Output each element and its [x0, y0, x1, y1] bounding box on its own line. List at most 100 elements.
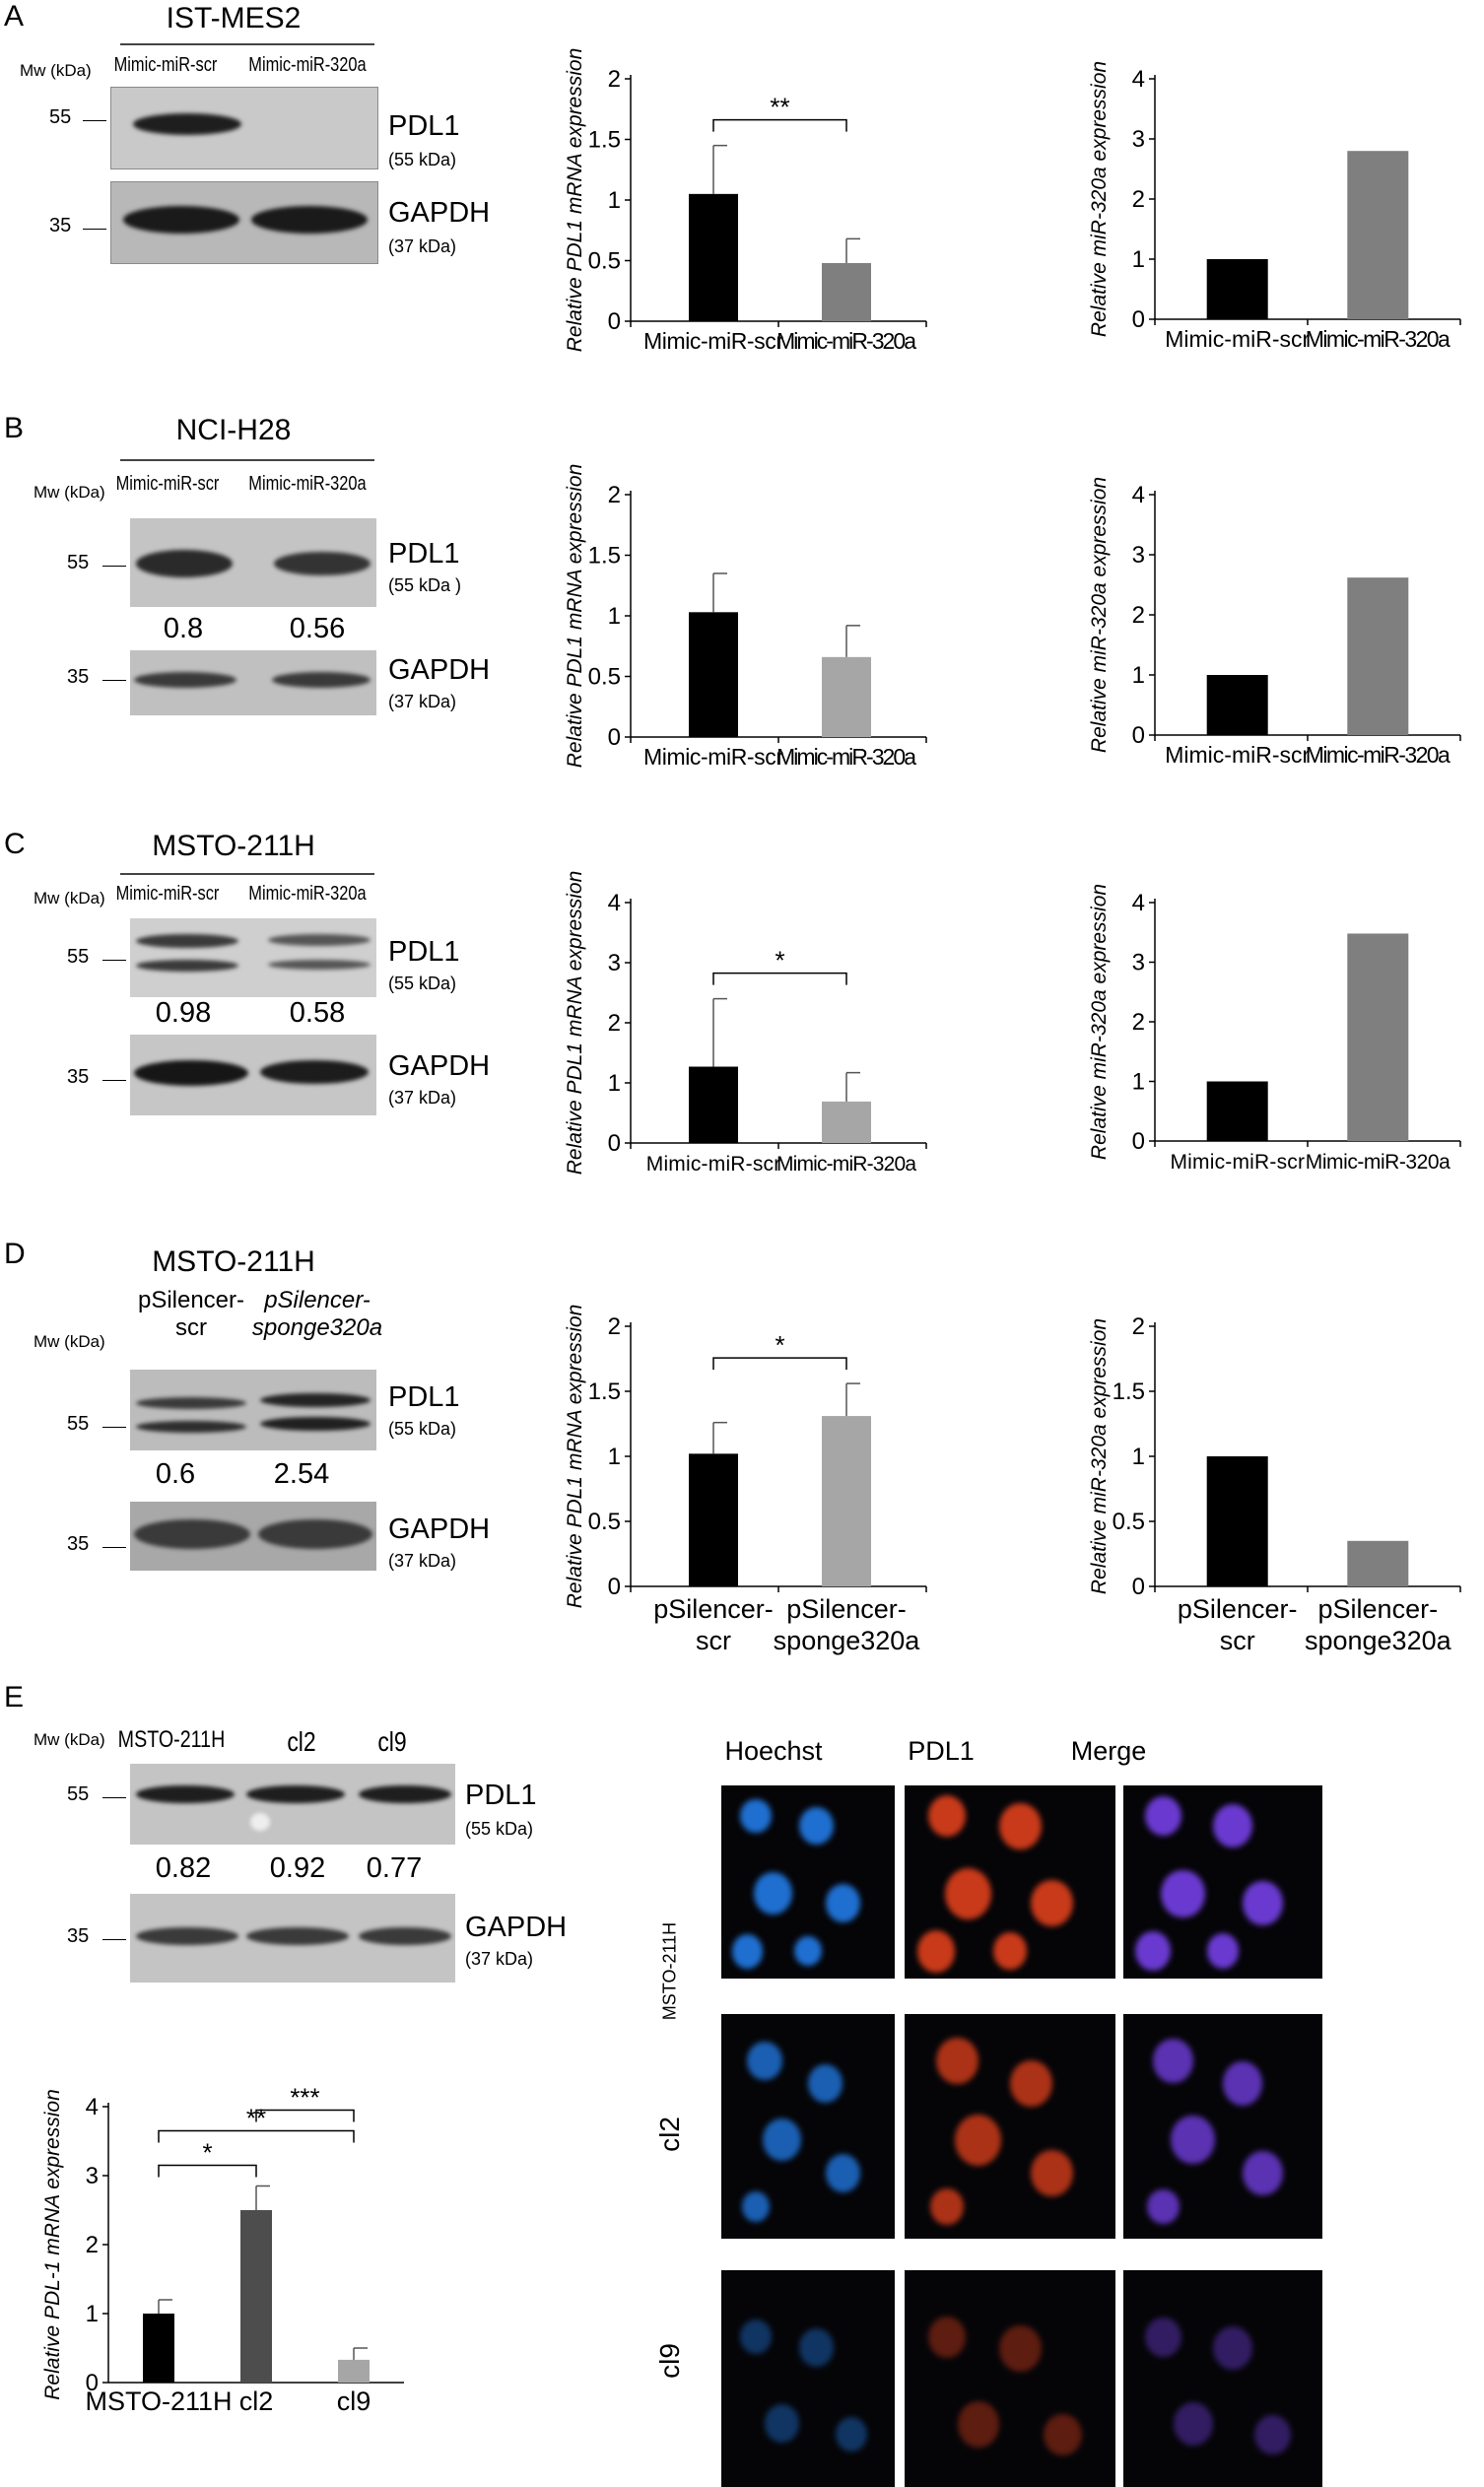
protein-band	[246, 1785, 345, 1803]
western-blot-gapdh	[130, 1502, 376, 1571]
lane-label-line: pSilencer-	[137, 1287, 245, 1313]
y-axis-title: Relative PDL1 mRNA expression	[564, 871, 586, 1176]
micro-row-label: cl9	[654, 2343, 685, 2379]
bar	[822, 262, 871, 321]
lane-label-line: sponge320a	[251, 1314, 383, 1341]
cell-nucleus	[1031, 2150, 1074, 2197]
band-quantification: 0.6	[155, 1458, 196, 1490]
cell-nucleus	[992, 1932, 1028, 1971]
panel-label-a: A	[4, 0, 25, 33]
y-tick-label: 2	[608, 482, 621, 508]
y-axis-title: Relative PDL1 mRNA expression	[564, 464, 586, 769]
band-name: PDL1	[388, 1381, 460, 1413]
band-quantification: 0.92	[269, 1852, 326, 1884]
cell-nucleus	[799, 2328, 835, 2368]
y-tick-label: 2	[1132, 602, 1145, 629]
cell-nucleus	[765, 2404, 800, 2444]
lane-label-line: scr	[175, 1314, 207, 1341]
x-tick-label: scr	[696, 1626, 731, 1655]
mw-tick	[83, 120, 106, 121]
y-tick-label: 3	[608, 950, 621, 976]
y-axis-title: Relative PDL-1 mRNA expression	[41, 2089, 64, 2400]
protein-band	[246, 1927, 349, 1945]
cell-nucleus	[916, 1930, 956, 1973]
lane-label: Mimic-miR-320a	[248, 473, 367, 495]
band-name: GAPDH	[465, 1912, 568, 1943]
cell-line-underline	[120, 873, 374, 875]
western-blot-pdl1	[110, 87, 378, 169]
mw-marker: 35	[67, 1533, 90, 1555]
cell-nucleus	[1145, 1796, 1181, 1837]
hoechst-image	[721, 1785, 895, 1979]
y-tick-label: 1	[1132, 662, 1145, 689]
x-tick-label: Mimic-miR-320a	[1306, 1151, 1450, 1174]
lane-label: pSilencer- scr	[122, 1287, 260, 1342]
x-tick-label: cl2	[239, 2386, 274, 2416]
y-tick-label: 3	[1132, 950, 1145, 976]
mw-marker: 55	[67, 946, 90, 968]
panel-label-b: B	[4, 412, 25, 444]
y-tick-label: 1	[608, 603, 621, 630]
protein-band	[136, 1397, 246, 1409]
y-axis-title: Relative miR-320a expression	[1088, 61, 1111, 337]
y-tick-label: 1.5	[588, 543, 621, 570]
cell-nucleus	[740, 1798, 773, 1834]
cell-nucleus	[825, 1884, 860, 1922]
cell-nucleus	[1010, 2060, 1052, 2108]
band-kda: (55 kDa )	[388, 575, 462, 595]
cell-nucleus	[763, 2118, 801, 2161]
x-tick-label: Mimic-miR-scr	[1165, 326, 1310, 352]
bar	[1206, 1456, 1268, 1586]
mw-marker: 55	[67, 552, 90, 573]
panel-label-d: D	[4, 1238, 26, 1270]
x-tick-label: MSTO-211H	[85, 2386, 232, 2416]
western-blot-pdl1	[130, 1370, 376, 1450]
bar-chart-pdl1-mrna: 0 0.5 1 1.5 2 Relative PDL1 mRNA expression Mi…	[564, 48, 927, 354]
protein-band	[136, 934, 238, 948]
y-tick-label: 0	[1132, 722, 1145, 749]
bar	[338, 2359, 370, 2383]
band-name: GAPDH	[388, 197, 491, 229]
y-axis-title: Relative PDL1 mRNA expression	[564, 1305, 586, 1609]
lane-label: MSTO-211H	[117, 1726, 226, 1753]
y-tick-label: 0	[1132, 1574, 1145, 1600]
x-tick-label: cl9	[337, 2386, 371, 2416]
cell-nucleus	[825, 2154, 860, 2192]
protein-band	[134, 1519, 250, 1549]
y-tick-label: 2	[1132, 1009, 1145, 1036]
band-name: PDL1	[388, 110, 460, 142]
y-tick-label: 0	[86, 2370, 99, 2396]
bar-chart-mir320a: 0 1 2 3 4 Relative miR-320a expression Mimic-m…	[1088, 477, 1461, 768]
protein-band	[136, 1785, 235, 1803]
protein-band	[136, 960, 238, 972]
protein-band	[359, 1785, 451, 1803]
cell-nucleus	[955, 2114, 1002, 2166]
micro-column-header: Merge	[1070, 1736, 1147, 1766]
y-tick-label: 3	[1132, 126, 1145, 153]
cell-nucleus	[731, 1933, 764, 1969]
protein-band	[272, 672, 371, 688]
mw-tick	[102, 1797, 126, 1798]
cell-nucleus	[1212, 2325, 1253, 2371]
cell-nucleus	[927, 2316, 967, 2359]
mw-marker: 35	[67, 666, 90, 688]
y-tick-label: 3	[1132, 542, 1145, 569]
x-tick-label: scr	[1220, 1626, 1255, 1655]
significance-bracket	[712, 118, 847, 132]
cell-nucleus	[1044, 2413, 1082, 2456]
cell-nucleus	[1135, 1931, 1172, 1972]
cell-nucleus	[1161, 1869, 1205, 1918]
mw-tick	[102, 1547, 126, 1548]
band-kda: (37 kDa)	[388, 692, 457, 711]
cell-nucleus	[799, 1806, 835, 1846]
mw-label: Mw (kDa)	[20, 61, 92, 80]
cell-line-underline	[120, 459, 374, 461]
y-tick-label: 0.5	[588, 248, 621, 275]
y-tick-label: 4	[1132, 66, 1145, 93]
lane-label: Mimic-miR-scr	[113, 54, 218, 76]
x-tick-label: Mimic-miR-320a	[1306, 742, 1450, 768]
lane-label: Mimic-miR-320a	[248, 54, 367, 76]
mw-marker: 35	[67, 1925, 90, 1947]
protein-band	[274, 552, 371, 575]
lane-label: cl9	[377, 1726, 407, 1757]
